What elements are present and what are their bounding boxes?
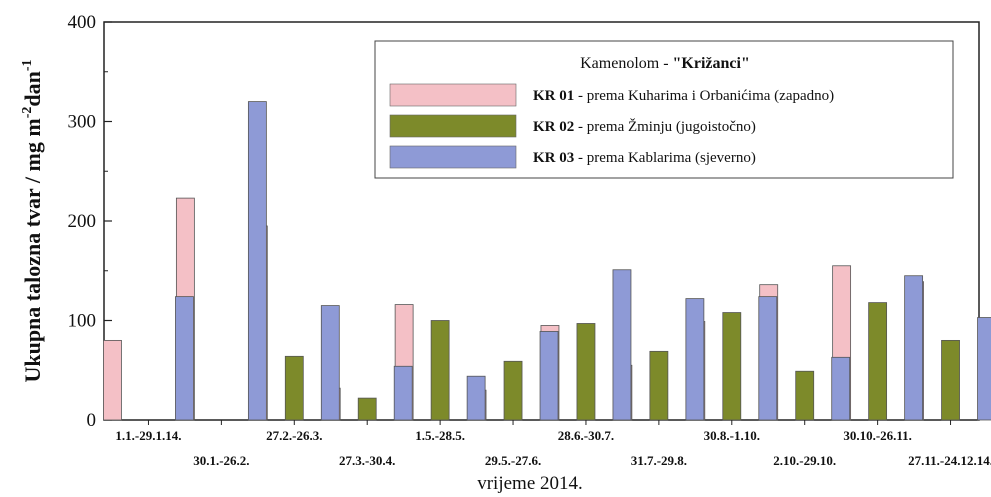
legend-swatch <box>389 114 517 138</box>
bar-kr-02 <box>357 397 377 421</box>
y-tick-label: 300 <box>68 112 97 133</box>
legend-swatch <box>389 145 517 169</box>
y-tick-label: 100 <box>68 311 97 332</box>
bar-kr-02 <box>430 320 450 421</box>
y-axis-title-main: Ukupna talozna tvar / mg m <box>20 118 45 382</box>
bar-kr-02 <box>503 360 523 421</box>
bar-kr-03 <box>539 331 559 421</box>
bar-kr-02 <box>795 370 815 421</box>
bar-kr-03 <box>612 269 632 421</box>
x-category-label: 28.6.-30.7. <box>558 428 614 443</box>
x-category-label: 1.1.-29.1.14. <box>115 428 181 443</box>
x-category-label: 1.5.-28.5. <box>415 428 465 443</box>
bar-kr-01 <box>103 339 122 421</box>
bar-kr-03 <box>685 298 705 421</box>
x-category-label: 27.11.-24.12.14. <box>908 453 991 468</box>
bar-kr-03 <box>175 296 194 421</box>
legend: Kamenolom - "Križanci" KR 01 - prema Kuh… <box>374 40 954 179</box>
x-axis-title: vrijeme 2014. <box>477 473 583 494</box>
legend-title-bold: "Križanci" <box>673 55 750 72</box>
legend-items: KR 01 - prema Kuharima i Orbanićima (zap… <box>389 83 834 169</box>
legend-series-desc: - prema Kablarima (sjeverno) <box>574 150 756 166</box>
legend-series-code: KR 01 <box>533 88 574 104</box>
y-tick-label: 400 <box>68 12 97 33</box>
bar-kr-02 <box>649 350 669 421</box>
y-axis-title: Ukupna talozna tvar / mg m-2dan-1 <box>20 59 45 382</box>
x-category-label: 29.5.-27.6. <box>485 453 541 468</box>
bar-kr-03 <box>977 317 991 421</box>
bar-kr-02 <box>284 355 304 421</box>
y-tick-label: 200 <box>68 211 97 232</box>
bars <box>103 101 991 421</box>
bar-kr-03 <box>393 365 413 421</box>
bar-kr-02 <box>722 312 742 421</box>
bar-kr-03 <box>904 275 924 421</box>
x-category-label: 31.7.-29.8. <box>631 453 687 468</box>
legend-series-code: KR 02 <box>533 119 574 135</box>
x-category-label: 30.8.-1.10. <box>704 428 760 443</box>
bar-kr-03 <box>247 101 267 421</box>
legend-swatch <box>389 83 517 107</box>
x-category-label: 30.1.-26.2. <box>193 453 249 468</box>
y-axis-title-sup1: -2 <box>20 107 35 119</box>
bar-kr-02 <box>576 323 596 421</box>
y-axis-title-mid: dan <box>20 71 45 106</box>
x-category-label: 27.3.-30.4. <box>339 453 395 468</box>
x-category-label: 2.10.-29.10. <box>773 453 836 468</box>
y-tick-label: 0 <box>87 410 97 431</box>
bar-kr-02 <box>868 302 888 421</box>
bar-kr-03 <box>831 356 851 421</box>
legend-series-code: KR 03 <box>533 150 574 166</box>
legend-series-desc: - prema Žminju (jugoistočno) <box>574 118 756 135</box>
y-axis-title-sup2: -1 <box>20 59 35 71</box>
x-axis-categories: 1.1.-29.1.14. 30.1.-26.2. 27.2.-26.3. 27.3.… <box>115 420 991 468</box>
bar-kr-03 <box>466 375 486 421</box>
legend-title: Kamenolom - "Križanci" <box>580 55 750 72</box>
y-axis: 0 100 200 300 400 <box>68 12 112 431</box>
legend-label: KR 01 - prema Kuharima i Orbanićima (zap… <box>533 88 834 104</box>
bar-kr-03 <box>758 296 778 421</box>
x-category-label: 30.10.-26.11. <box>843 428 912 443</box>
legend-label: KR 02 - prema Žminju (jugoistočno) <box>533 118 756 135</box>
legend-title-prefix: Kamenolom - <box>580 55 672 72</box>
legend-label: KR 03 - prema Kablarima (sjeverno) <box>533 150 756 166</box>
bar-kr-03 <box>320 305 340 421</box>
legend-series-desc: - prema Kuharima i Orbanićima (zapadno) <box>574 88 834 104</box>
bar-kr-02 <box>941 339 960 421</box>
x-category-label: 27.2.-26.3. <box>266 428 322 443</box>
